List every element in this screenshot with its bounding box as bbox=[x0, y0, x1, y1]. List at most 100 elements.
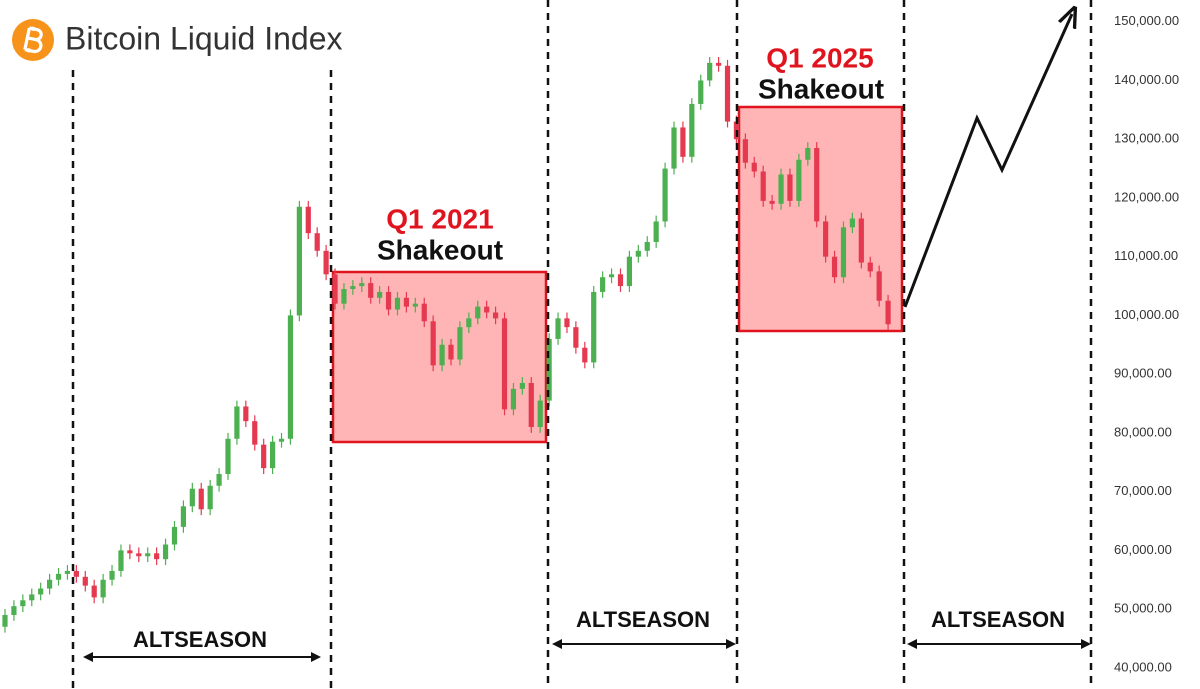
y-tick-label: 110,000.00 bbox=[1114, 248, 1178, 263]
y-tick-label: 120,000.00 bbox=[1114, 189, 1179, 204]
candle-body bbox=[162, 544, 169, 560]
candle-body bbox=[73, 570, 79, 577]
candle-body bbox=[154, 553, 160, 560]
candle-body bbox=[662, 168, 668, 222]
candle-body bbox=[689, 103, 695, 157]
candle-body bbox=[716, 62, 722, 66]
candle-body bbox=[653, 221, 659, 243]
candle-body bbox=[287, 315, 294, 439]
candle-body bbox=[537, 400, 543, 428]
candle-body bbox=[608, 274, 615, 278]
candle-body bbox=[484, 306, 490, 313]
bitcoin-logo bbox=[12, 19, 54, 61]
candle-body bbox=[823, 221, 829, 257]
y-tick-label: 90,000.00 bbox=[1114, 366, 1172, 381]
candle-body bbox=[359, 283, 365, 287]
candle-body bbox=[198, 488, 204, 510]
candle-body bbox=[564, 318, 570, 328]
candle-body bbox=[439, 344, 445, 366]
candle-body bbox=[805, 148, 811, 160]
candle-body bbox=[493, 312, 499, 319]
candle-body bbox=[2, 614, 8, 627]
y-tick-label: 150,000.00 bbox=[1114, 13, 1179, 28]
candle-body bbox=[243, 406, 249, 422]
candle-body bbox=[225, 438, 231, 475]
candle-body bbox=[332, 274, 338, 304]
candle-body bbox=[644, 242, 650, 251]
candle-body bbox=[698, 80, 704, 104]
candle-body bbox=[501, 318, 508, 410]
candle-body bbox=[38, 588, 44, 595]
annotation: ALTSEASON bbox=[576, 607, 710, 632]
candle-body bbox=[787, 174, 793, 201]
candle-body bbox=[11, 606, 17, 615]
candle-body bbox=[867, 262, 873, 272]
candle-body bbox=[707, 62, 713, 81]
candle-body bbox=[421, 303, 427, 322]
candle-body bbox=[528, 382, 534, 428]
cycle-dividers bbox=[71, 0, 1093, 689]
candle-body bbox=[885, 300, 891, 325]
altseason-spans bbox=[83, 639, 1091, 662]
candle-body bbox=[591, 291, 597, 363]
candle-body bbox=[573, 327, 579, 348]
candle-body bbox=[457, 327, 463, 360]
candle-body bbox=[118, 550, 124, 571]
candle-body bbox=[100, 579, 106, 598]
candle-body bbox=[403, 297, 409, 307]
candle-body bbox=[430, 321, 436, 366]
candle-body bbox=[582, 347, 588, 363]
candle-body bbox=[278, 438, 285, 442]
candle-body bbox=[136, 553, 142, 557]
candle-body bbox=[555, 318, 561, 339]
candle-body bbox=[261, 444, 267, 469]
candle-body bbox=[385, 291, 392, 310]
candle-body bbox=[742, 139, 748, 163]
y-tick-label: 140,000.00 bbox=[1114, 72, 1179, 87]
candle-body bbox=[296, 206, 302, 316]
candle-body bbox=[510, 388, 517, 410]
chart-title: Bitcoin Liquid Index bbox=[65, 20, 343, 56]
candle-body bbox=[252, 421, 258, 445]
candle-body bbox=[858, 218, 864, 263]
annotation: Shakeout bbox=[377, 234, 503, 265]
candle-body bbox=[314, 233, 320, 251]
candle-body bbox=[91, 585, 97, 598]
candle-body bbox=[350, 286, 356, 289]
candle-body bbox=[751, 162, 757, 172]
candle-body bbox=[270, 441, 276, 469]
annotation: ALTSEASON bbox=[931, 607, 1065, 632]
candle-body bbox=[769, 200, 775, 204]
shakeout-box bbox=[737, 105, 904, 333]
candle-body bbox=[466, 318, 472, 328]
candle-body bbox=[29, 594, 35, 601]
candle-body bbox=[47, 579, 53, 589]
projection-arrow bbox=[903, 14, 1072, 308]
candle-body bbox=[778, 174, 784, 204]
candle-body bbox=[814, 148, 820, 222]
y-tick-label: 130,000.00 bbox=[1114, 131, 1179, 146]
candle-body bbox=[64, 570, 71, 574]
candle-body bbox=[171, 526, 178, 545]
candle-body bbox=[724, 65, 731, 122]
candle-body bbox=[475, 306, 481, 319]
annotation: Q1 2021 bbox=[386, 203, 493, 234]
candle-body bbox=[831, 256, 838, 278]
candle-body bbox=[305, 206, 311, 234]
candle-body bbox=[671, 127, 677, 169]
candle-body bbox=[412, 303, 418, 307]
candle-body bbox=[368, 283, 374, 298]
annotation: Q1 2025 bbox=[766, 42, 873, 73]
logo-glyph bbox=[23, 26, 43, 54]
candle-body bbox=[760, 171, 766, 201]
candle-body bbox=[109, 570, 115, 580]
candle-body bbox=[796, 159, 802, 201]
candle-body bbox=[680, 127, 686, 157]
candle-body bbox=[519, 382, 525, 389]
candle-body bbox=[635, 250, 641, 257]
shakeout-boxes bbox=[331, 105, 904, 444]
candle-body bbox=[600, 277, 606, 292]
y-tick-label: 40,000.00 bbox=[1114, 659, 1172, 674]
